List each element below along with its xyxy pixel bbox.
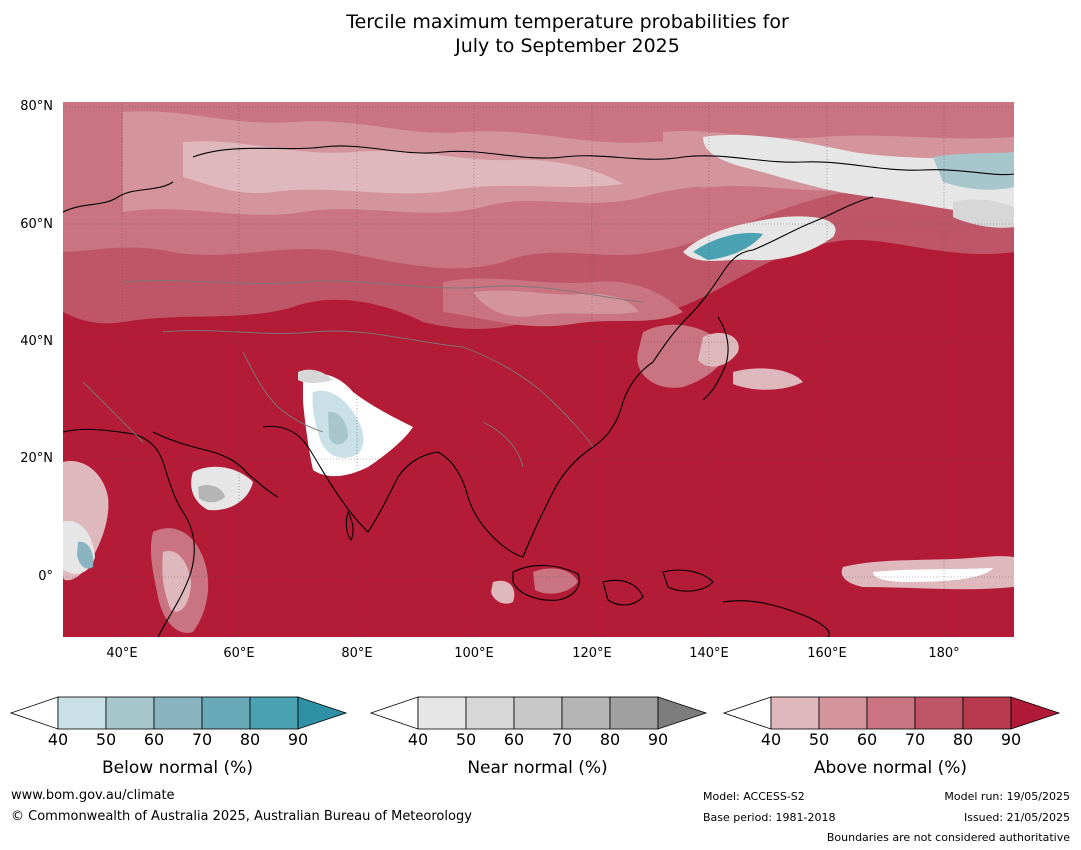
colorbar-tick: 90	[1001, 730, 1021, 749]
map-title-line-2: July to September 2025	[0, 34, 1081, 58]
colorbar-tick: 50	[96, 730, 116, 749]
lon-label-40e: 40°E	[106, 646, 137, 661]
colorbar-swatch	[562, 697, 610, 729]
lon-label-160e: 160°E	[807, 646, 847, 661]
colorbar-tick: 70	[552, 730, 572, 749]
colorbar-tick: 70	[905, 730, 925, 749]
colorbar-near-normal: 40 50 60 70 80 90 Near normal (%)	[370, 696, 710, 776]
base-period-text: Base period: 1981-2018	[703, 811, 835, 824]
map-title-line-1: Tercile maximum temperature probabilitie…	[0, 10, 1081, 34]
map-canvas	[63, 102, 1014, 637]
lon-label-80e: 80°E	[341, 646, 372, 661]
website-link[interactable]: www.bom.gov.au/climate	[11, 788, 175, 803]
lon-label-180: 180°	[928, 646, 959, 661]
colorbar-swatch	[915, 697, 963, 729]
colorbar-swatch	[867, 697, 915, 729]
copyright-text: © Commonwealth of Australia 2025, Austra…	[11, 809, 472, 824]
model-text: Model: ACCESS-S2	[703, 790, 805, 803]
colorbar-swatch	[514, 697, 562, 729]
colorbar-swatch	[418, 697, 466, 729]
colorbar-swatch	[250, 697, 298, 729]
colorbar-swatch	[771, 697, 819, 729]
colorbar-tick: 90	[288, 730, 308, 749]
colorbar-swatch	[963, 697, 1011, 729]
lat-label-20n: 20°N	[20, 452, 53, 466]
colorbar-swatch	[106, 697, 154, 729]
lon-label-120e: 120°E	[572, 646, 612, 661]
colorbar-swatch	[58, 697, 106, 729]
colorbar-label: Near normal (%)	[370, 758, 705, 778]
colorbar-label: Below normal (%)	[10, 758, 345, 778]
probability-map	[63, 102, 1014, 637]
boundaries-disclaimer: Boundaries are not considered authoritat…	[827, 831, 1070, 844]
lon-label-140e: 140°E	[689, 646, 729, 661]
colorbar-tick: 50	[456, 730, 476, 749]
lat-label-80n: 80°N	[20, 100, 53, 114]
colorbar-tick: 60	[144, 730, 164, 749]
map-title: Tercile maximum temperature probabilitie…	[0, 10, 1081, 58]
colorbar-swatch	[658, 697, 706, 729]
lat-label-60n: 60°N	[20, 218, 53, 232]
colorbar-tick: 90	[648, 730, 668, 749]
colorbar-swatch	[298, 697, 346, 729]
colorbar-swatch	[11, 697, 58, 729]
colorbar-tick: 40	[761, 730, 781, 749]
colorbar-label: Above normal (%)	[723, 758, 1058, 778]
colorbar-swatch	[202, 697, 250, 729]
lon-label-100e: 100°E	[454, 646, 494, 661]
lon-label-60e: 60°E	[223, 646, 254, 661]
colorbar-tick: 40	[408, 730, 428, 749]
colorbar-tick: 40	[48, 730, 68, 749]
lat-label-0: 0°	[38, 570, 53, 584]
colorbar-above-normal: 40 50 60 70 80 90 Above normal (%)	[723, 696, 1063, 776]
lat-label-40n: 40°N	[20, 335, 53, 349]
colorbar-tick: 80	[600, 730, 620, 749]
colorbar-swatch	[371, 697, 418, 729]
colorbar-below-normal: 40 50 60 70 80 90 Below normal (%)	[10, 696, 350, 776]
colorbar-tick: 60	[504, 730, 524, 749]
colorbar-swatch	[724, 697, 771, 729]
colorbar-swatch	[154, 697, 202, 729]
colorbar-tick: 70	[192, 730, 212, 749]
colorbar-swatch	[610, 697, 658, 729]
colorbar-swatch	[1011, 697, 1059, 729]
model-run-text: Model run: 19/05/2025	[944, 790, 1070, 803]
colorbar-swatch	[466, 697, 514, 729]
issued-text: Issued: 21/05/2025	[964, 811, 1070, 824]
colorbar-tick: 50	[809, 730, 829, 749]
colorbar-tick: 80	[240, 730, 260, 749]
colorbar-tick: 60	[857, 730, 877, 749]
colorbar-tick: 80	[953, 730, 973, 749]
colorbar-swatch	[819, 697, 867, 729]
